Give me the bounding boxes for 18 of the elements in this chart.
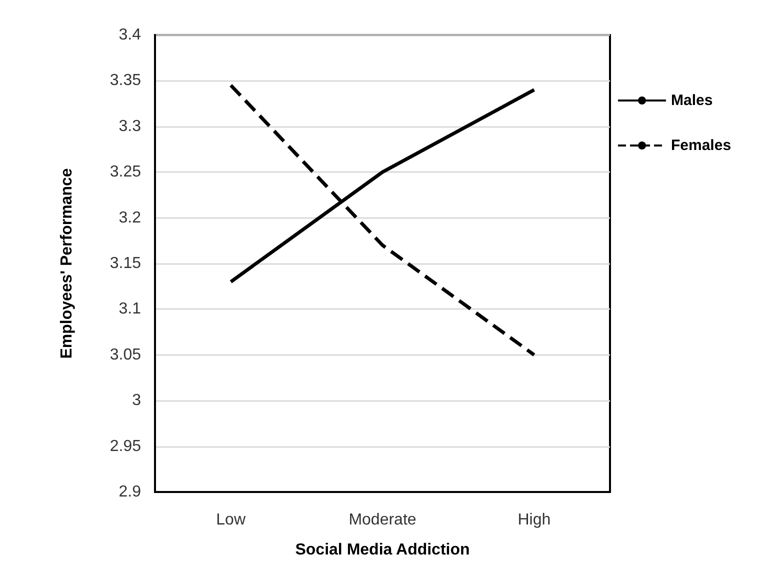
y-tick-label: 2.95 xyxy=(110,438,142,455)
x-tick-label: High xyxy=(518,512,551,528)
y-axis-title: Employees' Performance xyxy=(58,168,76,359)
x-tick-label: Low xyxy=(216,512,246,528)
y-tick-label: 3.1 xyxy=(118,300,142,318)
y-tick-label: 3.15 xyxy=(110,255,142,272)
x-axis-title: Social Media Addiction xyxy=(295,542,470,558)
y-tick-label: 3.4 xyxy=(118,26,142,44)
y-tick-label: 3.05 xyxy=(110,346,142,364)
y-tick-label: 3.35 xyxy=(110,72,142,90)
y-tick-label: 3 xyxy=(132,392,142,410)
y-tick-label: 3.3 xyxy=(118,118,142,135)
y-tick-label: 2.9 xyxy=(118,484,142,500)
y-tick-label: 3.25 xyxy=(110,164,142,181)
y-tick-label: 3.2 xyxy=(118,209,142,226)
x-tick-label: Moderate xyxy=(348,512,416,528)
legend-label: Males xyxy=(671,92,713,109)
legend-label: Females xyxy=(671,137,732,154)
